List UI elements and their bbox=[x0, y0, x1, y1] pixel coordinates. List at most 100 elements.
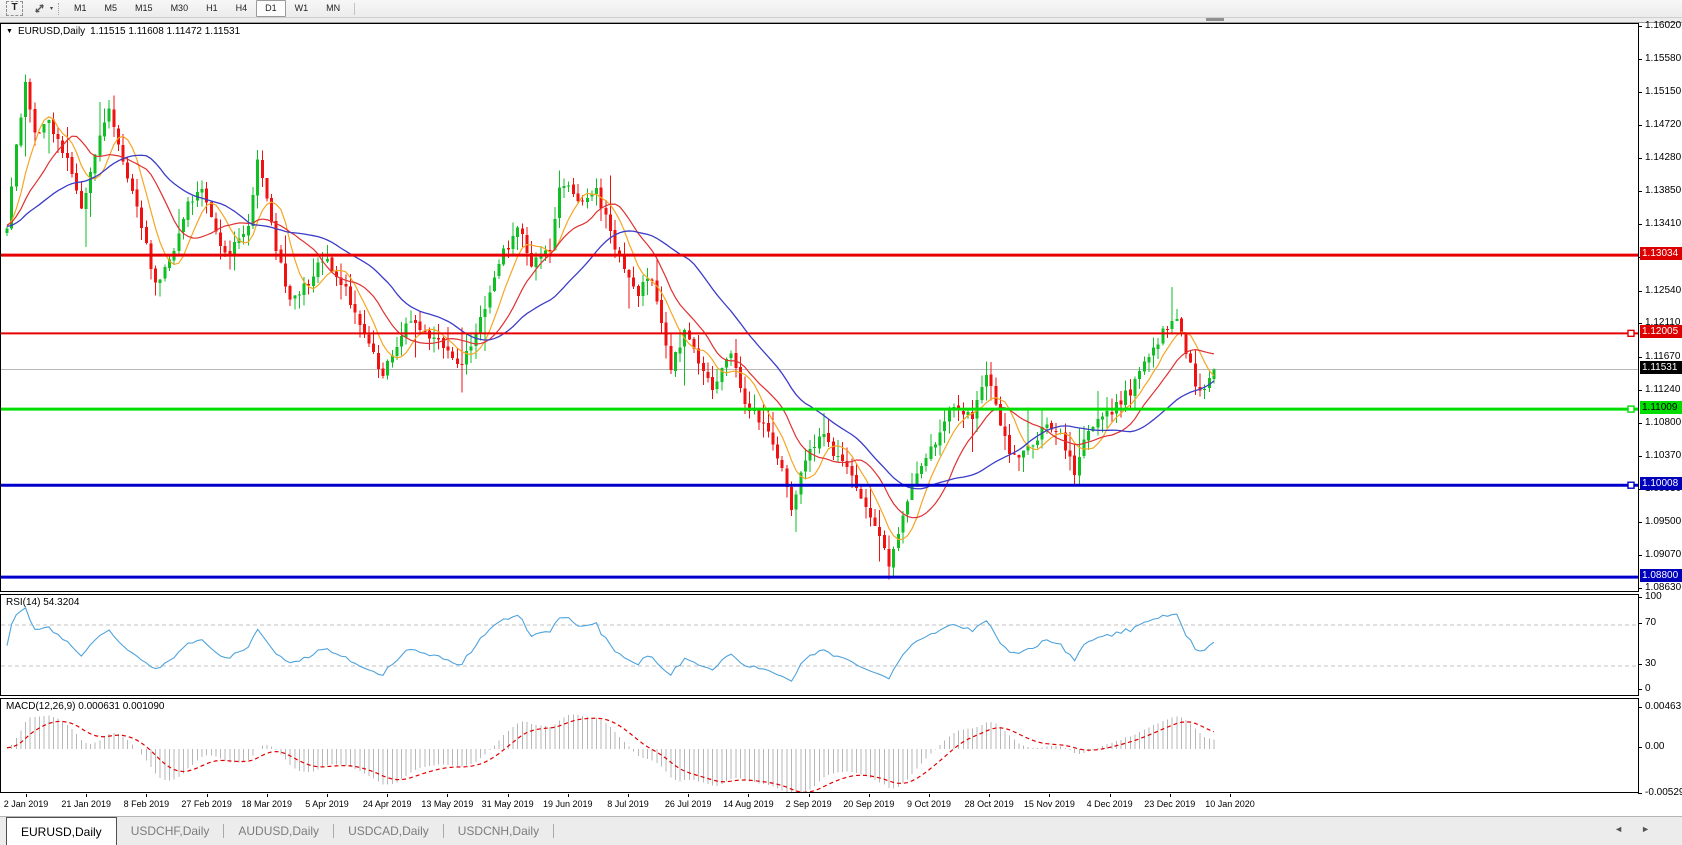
timeframe-button-d1[interactable]: D1 bbox=[256, 0, 286, 17]
timeframe-button-m30[interactable]: M30 bbox=[170, 3, 189, 13]
dropdown-caret-icon[interactable]: ▾ bbox=[50, 6, 54, 12]
price-tick-label: 1.14720 bbox=[1645, 119, 1682, 130]
chart-tab-eurusd[interactable]: EURUSD,Daily bbox=[6, 817, 117, 845]
date-tick bbox=[1169, 794, 1171, 797]
timeframe-button-w1[interactable]: W1 bbox=[294, 3, 309, 13]
price-line-label: 1.08800 bbox=[1640, 569, 1682, 582]
tab-divider bbox=[223, 824, 225, 838]
price-tick-label: 70 bbox=[1645, 617, 1657, 628]
scrollbar-thumb[interactable] bbox=[1206, 18, 1224, 21]
macd-signal-line bbox=[6, 717, 1215, 792]
line-handle bbox=[1627, 481, 1635, 489]
price-tick-label: 1.15150 bbox=[1645, 86, 1682, 97]
timeframe-button-group: M1 M5 M15 M30 H1 H4 D1 W1 MN bbox=[65, 0, 349, 17]
timeframe-button-h1[interactable]: H1 bbox=[206, 3, 218, 13]
date-tick bbox=[989, 794, 991, 797]
date-tick-label: 19 Jun 2019 bbox=[543, 799, 593, 809]
date-tick bbox=[1049, 794, 1051, 797]
chart-tab-usdchf[interactable]: USDCHF,Daily bbox=[130, 824, 210, 838]
date-tick bbox=[507, 794, 509, 797]
date-tick-label: 24 Apr 2019 bbox=[362, 799, 412, 809]
toolbar-separator bbox=[354, 2, 356, 15]
price-tick-label: 1.10800 bbox=[1645, 417, 1682, 428]
price-tick-label: 1.09930 bbox=[1645, 483, 1682, 494]
price-tick-label: 1.11240 bbox=[1645, 384, 1681, 395]
chart-tab-usdcad[interactable]: USDCAD,Daily bbox=[348, 824, 429, 838]
price-tick-label: 1.13850 bbox=[1645, 185, 1682, 196]
price-tick-label: 30 bbox=[1645, 658, 1657, 669]
rsi-line bbox=[6, 606, 1215, 682]
date-tick-label: 2 Jan 2019 bbox=[3, 799, 49, 809]
timeframe-button-m15[interactable]: M15 bbox=[135, 3, 153, 13]
macd-indicator-panel[interactable]: MACD(12,26,9) 0.000631 0.001090 bbox=[0, 698, 1639, 793]
price-chart-panel[interactable]: ▼ EURUSD,Daily 1.11515 1.11608 1.11472 1… bbox=[0, 23, 1639, 592]
rsi-chart-canvas bbox=[1, 606, 1638, 682]
date-tick-label: 23 Dec 2019 bbox=[1144, 799, 1196, 809]
tab-scroll-left-icon[interactable]: ◄ bbox=[1614, 824, 1642, 834]
price-tick-label: 0 bbox=[1645, 683, 1651, 694]
date-tick bbox=[146, 794, 148, 797]
price-line-label: 1.13034 bbox=[1640, 247, 1682, 260]
tab-divider bbox=[553, 824, 555, 838]
timeframe-button-h4[interactable]: H4 bbox=[235, 3, 248, 13]
fast-ma-line bbox=[6, 116, 1215, 541]
date-tick bbox=[387, 794, 389, 797]
chart-symbol-label: EURUSD,Daily bbox=[17, 26, 86, 37]
price-tick-label: 1.09500 bbox=[1645, 516, 1682, 527]
toolbar-separator bbox=[58, 2, 60, 15]
chart-tab-audusd[interactable]: AUDUSD,Daily bbox=[238, 824, 320, 838]
macd-indicator-label: MACD(12,26,9) 0.000631 0.001090 bbox=[6, 701, 165, 712]
price-tick-label: 0.00 bbox=[1645, 741, 1665, 752]
date-tick-label: 13 May 2019 bbox=[421, 799, 474, 809]
price-line-label: 1.12005 bbox=[1640, 325, 1682, 338]
date-tick bbox=[26, 794, 27, 797]
timeframe-button-m5[interactable]: M5 bbox=[104, 3, 118, 13]
text-tool-button[interactable]: T bbox=[6, 1, 23, 16]
chart-ohlc-values: 1.11515 1.11608 1.11472 1.11531 bbox=[90, 26, 241, 37]
date-tick-label: 31 May 2019 bbox=[481, 799, 534, 809]
chart-title: ▼ EURUSD,Daily 1.11515 1.11608 1.11472 1… bbox=[6, 26, 240, 37]
price-line-label: 1.11009 bbox=[1640, 401, 1682, 414]
chart-tab-bar: EURUSD,Daily USDCHF,Daily AUDUSD,Daily USDC… bbox=[0, 816, 1682, 845]
tab-scroll-right-icon[interactable]: ► bbox=[1641, 824, 1668, 834]
line-handle bbox=[1627, 405, 1635, 413]
date-tick-label: 8 Jul 2019 bbox=[607, 799, 649, 809]
chart-menu-icon[interactable]: ▼ bbox=[6, 27, 13, 35]
date-tick-label: 20 Sep 2019 bbox=[843, 799, 895, 809]
price-tick-label: 1.14280 bbox=[1645, 152, 1682, 163]
chart-horizontal-scrollbar[interactable] bbox=[0, 18, 1682, 23]
price-tick-label: 1.08630 bbox=[1645, 582, 1682, 593]
timeframe-button-mn[interactable]: MN bbox=[326, 3, 341, 13]
timeframe-button-m1[interactable]: M1 bbox=[74, 3, 87, 13]
price-line-label: 1.10008 bbox=[1640, 477, 1682, 490]
macd-chart-canvas bbox=[6, 714, 1215, 792]
date-tick bbox=[567, 794, 569, 797]
date-tick-label: 15 Nov 2019 bbox=[1023, 799, 1075, 809]
current-price-label: 1.11531 bbox=[1640, 361, 1682, 374]
tab-divider bbox=[333, 824, 335, 838]
price-tick-label: 1.12540 bbox=[1645, 285, 1682, 296]
trend-arrows-tool-button[interactable]: ▾ bbox=[33, 2, 53, 15]
date-tick bbox=[628, 794, 629, 797]
date-tick bbox=[868, 794, 870, 797]
candlestick-chart-canvas[interactable] bbox=[1, 24, 1638, 591]
rsi-indicator-panel[interactable]: RSI(14) 54.3204 bbox=[0, 594, 1639, 696]
price-tick-label: 1.10370 bbox=[1645, 450, 1682, 461]
price-tick-label: 1.12110 bbox=[1645, 317, 1681, 328]
price-tick-label: 1.11670 bbox=[1645, 351, 1681, 362]
date-tick-label: 14 Aug 2019 bbox=[723, 799, 774, 809]
chart-tab-usdcnh[interactable]: USDCNH,Daily bbox=[457, 824, 540, 838]
top-toolbar: T ▾ M1 M5 M15 M30 H1 H4 D1 W1 MN bbox=[0, 0, 1682, 18]
date-tick bbox=[929, 794, 930, 797]
date-axis: 2 Jan 2019 21 Jan 2019 8 Feb 2019 27 Feb 20… bbox=[0, 794, 1682, 814]
date-tick-label: 21 Jan 2019 bbox=[61, 799, 111, 809]
slow-ma-line bbox=[6, 154, 1215, 490]
date-tick bbox=[1109, 794, 1111, 797]
date-tick bbox=[688, 794, 690, 797]
date-tick bbox=[86, 794, 88, 797]
date-tick bbox=[447, 794, 449, 797]
date-tick bbox=[748, 794, 750, 797]
date-tick-label: 8 Feb 2019 bbox=[123, 799, 170, 809]
date-tick bbox=[266, 794, 268, 797]
tab-scroll-arrows: ◄► bbox=[1614, 824, 1668, 834]
